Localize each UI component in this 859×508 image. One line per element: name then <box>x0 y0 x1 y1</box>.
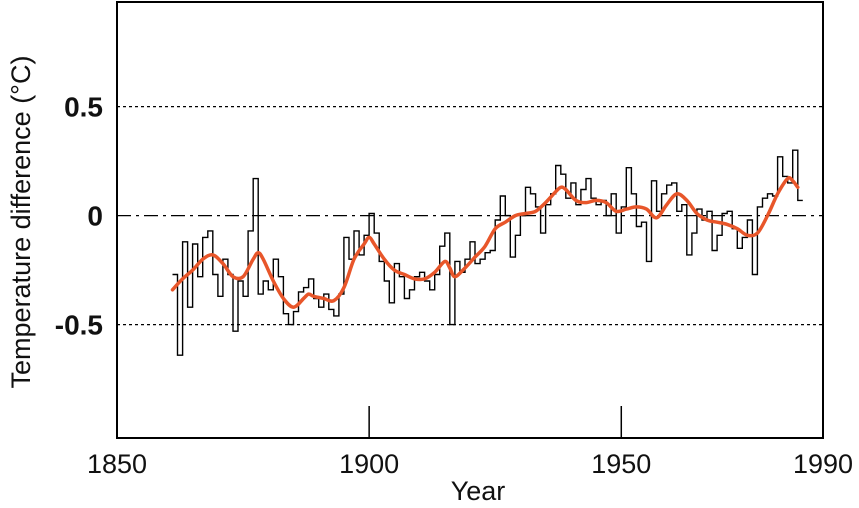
x-tick-label: 1950 <box>591 449 651 479</box>
y-tick-label: -0.5 <box>55 310 103 341</box>
plot-frame <box>116 1 824 439</box>
x-tick-label: 1990 <box>793 449 853 479</box>
y-axis-label: Temperature difference (°C) <box>6 56 36 389</box>
x-tick-label: 1850 <box>87 449 147 479</box>
x-axis-label: Year <box>451 476 506 506</box>
y-axis-tick-labels: 0.5 0 -0.5 <box>55 92 103 341</box>
reference-lines <box>117 105 823 326</box>
y-tick-label: 0.5 <box>64 92 103 123</box>
x-axis-ticks <box>368 406 623 438</box>
x-axis-tick-labels: 1850 1900 1950 1990 <box>87 449 853 479</box>
annual-values-line <box>172 149 803 356</box>
smoothed-trend-line <box>170 176 800 309</box>
y-tick-label: 0 <box>87 201 103 232</box>
smoothed-series <box>170 176 800 309</box>
x-tick-label: 1900 <box>339 449 399 479</box>
annual-step-series <box>172 149 803 356</box>
